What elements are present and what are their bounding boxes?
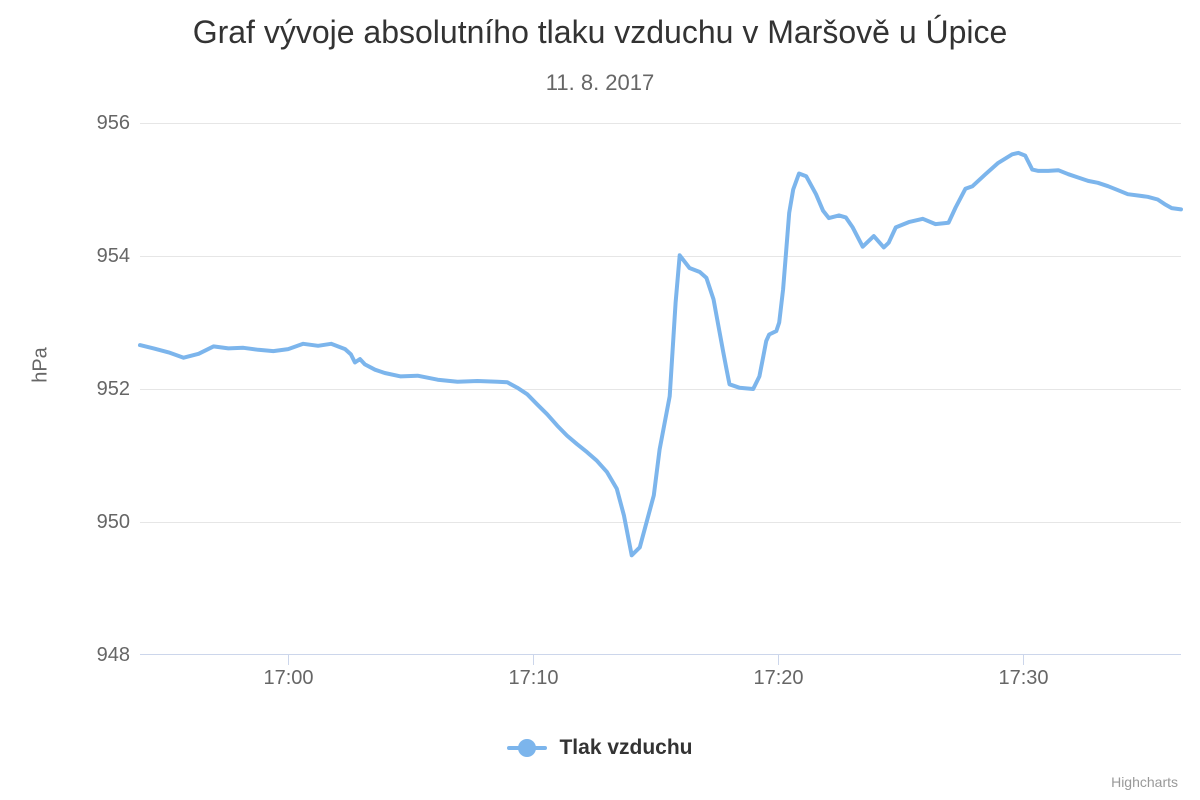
chart-title: Graf vývoje absolutního tlaku vzduchu v … xyxy=(192,14,1008,50)
x-axis-label: 17:20 xyxy=(753,667,804,689)
x-axis-label: 17:00 xyxy=(263,667,314,689)
series-marker-icon xyxy=(507,739,548,757)
series-dot-icon xyxy=(518,739,537,757)
x-axis-label: 17:30 xyxy=(998,667,1049,689)
y-axis-label: 956 xyxy=(96,112,130,134)
y-axis-label: 954 xyxy=(96,245,130,267)
chart-subtitle: 11. 8. 2017 xyxy=(545,70,655,95)
x-axis-label: 17:10 xyxy=(508,667,559,689)
y-axis-label: 950 xyxy=(96,511,130,533)
y-axis-label: 952 xyxy=(96,378,130,400)
legend-label: Tlak vzduchu xyxy=(559,736,693,759)
legend-item-tlak-vzduchu[interactable]: Tlak vzduchu xyxy=(0,733,1200,763)
series-line-tlak-vzduchu xyxy=(138,150,1183,558)
plot-area xyxy=(138,123,1183,665)
highcharts-credits-link[interactable]: Highcharts xyxy=(1111,774,1178,790)
y-axis-label: 948 xyxy=(96,644,130,666)
